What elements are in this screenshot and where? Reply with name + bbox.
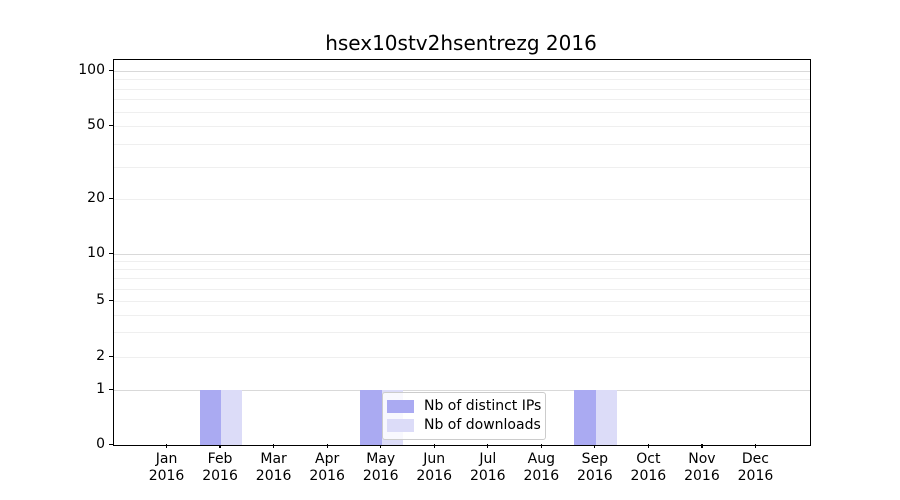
x-tick-label-may: May 2016 (362, 451, 399, 484)
x-tick-feb (219, 444, 221, 448)
y-tick-100 (109, 69, 113, 71)
bar-distinct-ips-sep (574, 390, 596, 445)
bar-distinct-ips-feb (199, 390, 222, 445)
x-tick-mar (273, 444, 275, 448)
y-tick-0 (109, 443, 113, 445)
gridline-y-9 (114, 261, 810, 263)
y-tick-20 (109, 197, 113, 199)
gridline-y-100 (114, 71, 810, 72)
x-tick-sep (594, 444, 596, 448)
x-tick-label-oct: Oct 2016 (630, 451, 667, 484)
x-tick-label-nov: Nov 2016 (684, 451, 720, 484)
y-tick-label-20: 20 (87, 190, 105, 206)
x-tick-label-sep: Sep 2016 (577, 451, 613, 484)
x-tick-label-feb: Feb 2016 (202, 451, 238, 484)
legend-label-downloads: Nb of downloads (424, 417, 541, 433)
x-tick-oct (647, 444, 649, 448)
y-tick-label-100: 100 (78, 62, 105, 78)
bar-downloads-sep (595, 390, 618, 445)
gridline-y-80 (114, 88, 810, 90)
legend-swatch-downloads-icon (387, 419, 414, 432)
x-tick-apr (326, 444, 328, 448)
legend-label-distinct-ips: Nb of distinct IPs (424, 398, 542, 414)
bar-distinct-ips-may (360, 390, 382, 445)
x-tick-label-dec: Dec 2016 (737, 451, 774, 484)
gridline-y-4 (114, 314, 810, 316)
gridline-y-8 (114, 269, 810, 271)
gridline-y-3 (114, 332, 810, 334)
y-tick-label-5: 5 (96, 292, 105, 308)
gridline-y-20 (114, 199, 810, 200)
legend-item-distinct-ips: Nb of distinct IPs (387, 397, 542, 416)
x-tick-label-aug: Aug 2016 (523, 451, 560, 484)
gridline-y-70 (114, 99, 810, 101)
x-tick-jul (487, 444, 489, 448)
y-tick-label-1: 1 (96, 381, 105, 397)
gridline-y-60 (114, 111, 810, 113)
y-tick-10 (109, 252, 113, 254)
y-tick-5 (109, 299, 113, 301)
x-tick-label-jul: Jul 2016 (469, 451, 506, 484)
x-tick-may (380, 444, 382, 448)
x-tick-nov (701, 444, 703, 448)
x-tick-jan (165, 444, 168, 448)
gridline-y-90 (114, 79, 810, 81)
y-tick-1 (109, 388, 113, 390)
x-tick-label-mar: Mar 2016 (255, 451, 292, 484)
gridline-y-50 (114, 126, 810, 127)
x-tick-aug (540, 444, 542, 448)
y-tick-label-0: 0 (96, 436, 105, 452)
gridline-y-1 (114, 390, 810, 391)
gridline-y-40 (114, 143, 810, 145)
y-tick-2 (109, 355, 113, 357)
y-tick-label-10: 10 (87, 245, 105, 261)
gridline-y-5 (114, 301, 810, 302)
gridline-y-30 (114, 166, 810, 168)
gridline-y-10 (114, 254, 810, 255)
x-tick-label-apr: Apr 2016 (309, 451, 345, 484)
bar-downloads-feb (221, 390, 243, 445)
x-tick-jun (433, 444, 435, 448)
legend-swatch-distinct-ips-icon (387, 400, 414, 413)
y-tick-label-50: 50 (87, 117, 105, 133)
gridline-y-6 (114, 288, 810, 290)
x-tick-label-jun: Jun 2016 (416, 451, 453, 484)
chart-title: hsex10stv2hsentrezg 2016 (325, 31, 597, 55)
gridline-y-2 (114, 357, 810, 358)
gridline-y-7 (114, 278, 810, 280)
y-tick-label-2: 2 (96, 348, 105, 364)
x-tick-label-jan: Jan 2016 (148, 451, 185, 484)
x-tick-dec (754, 444, 757, 448)
legend: Nb of distinct IPs Nb of downloads (382, 392, 546, 440)
plot-area: Nb of distinct IPs Nb of downloads (113, 59, 811, 446)
y-tick-50 (109, 124, 113, 126)
legend-item-downloads: Nb of downloads (387, 416, 541, 435)
